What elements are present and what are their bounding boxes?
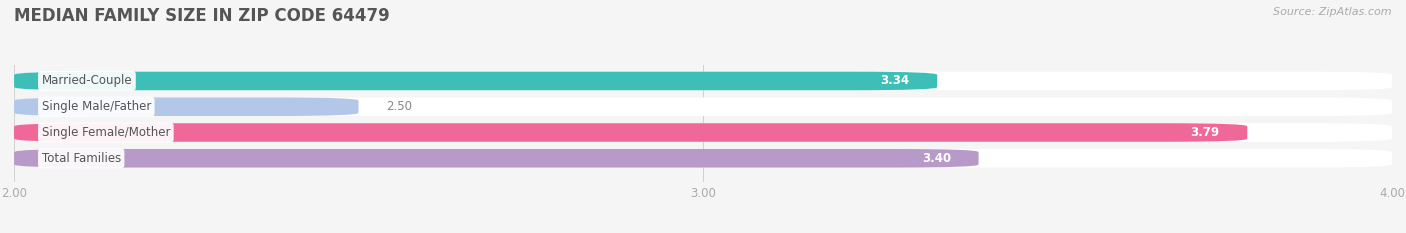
Text: MEDIAN FAMILY SIZE IN ZIP CODE 64479: MEDIAN FAMILY SIZE IN ZIP CODE 64479 [14,7,389,25]
FancyBboxPatch shape [14,72,938,90]
Text: Total Families: Total Families [42,152,121,165]
Text: 3.79: 3.79 [1191,126,1219,139]
Text: 3.40: 3.40 [922,152,950,165]
FancyBboxPatch shape [14,149,979,168]
FancyBboxPatch shape [14,97,1392,116]
Text: Single Male/Father: Single Male/Father [42,100,150,113]
Text: Married-Couple: Married-Couple [42,75,132,87]
FancyBboxPatch shape [14,97,359,116]
FancyBboxPatch shape [14,72,1392,90]
FancyBboxPatch shape [14,123,1392,142]
FancyBboxPatch shape [14,123,1247,142]
Text: Source: ZipAtlas.com: Source: ZipAtlas.com [1274,7,1392,17]
FancyBboxPatch shape [14,149,1392,168]
Text: 2.50: 2.50 [387,100,412,113]
Text: 3.34: 3.34 [880,75,910,87]
Text: Single Female/Mother: Single Female/Mother [42,126,170,139]
